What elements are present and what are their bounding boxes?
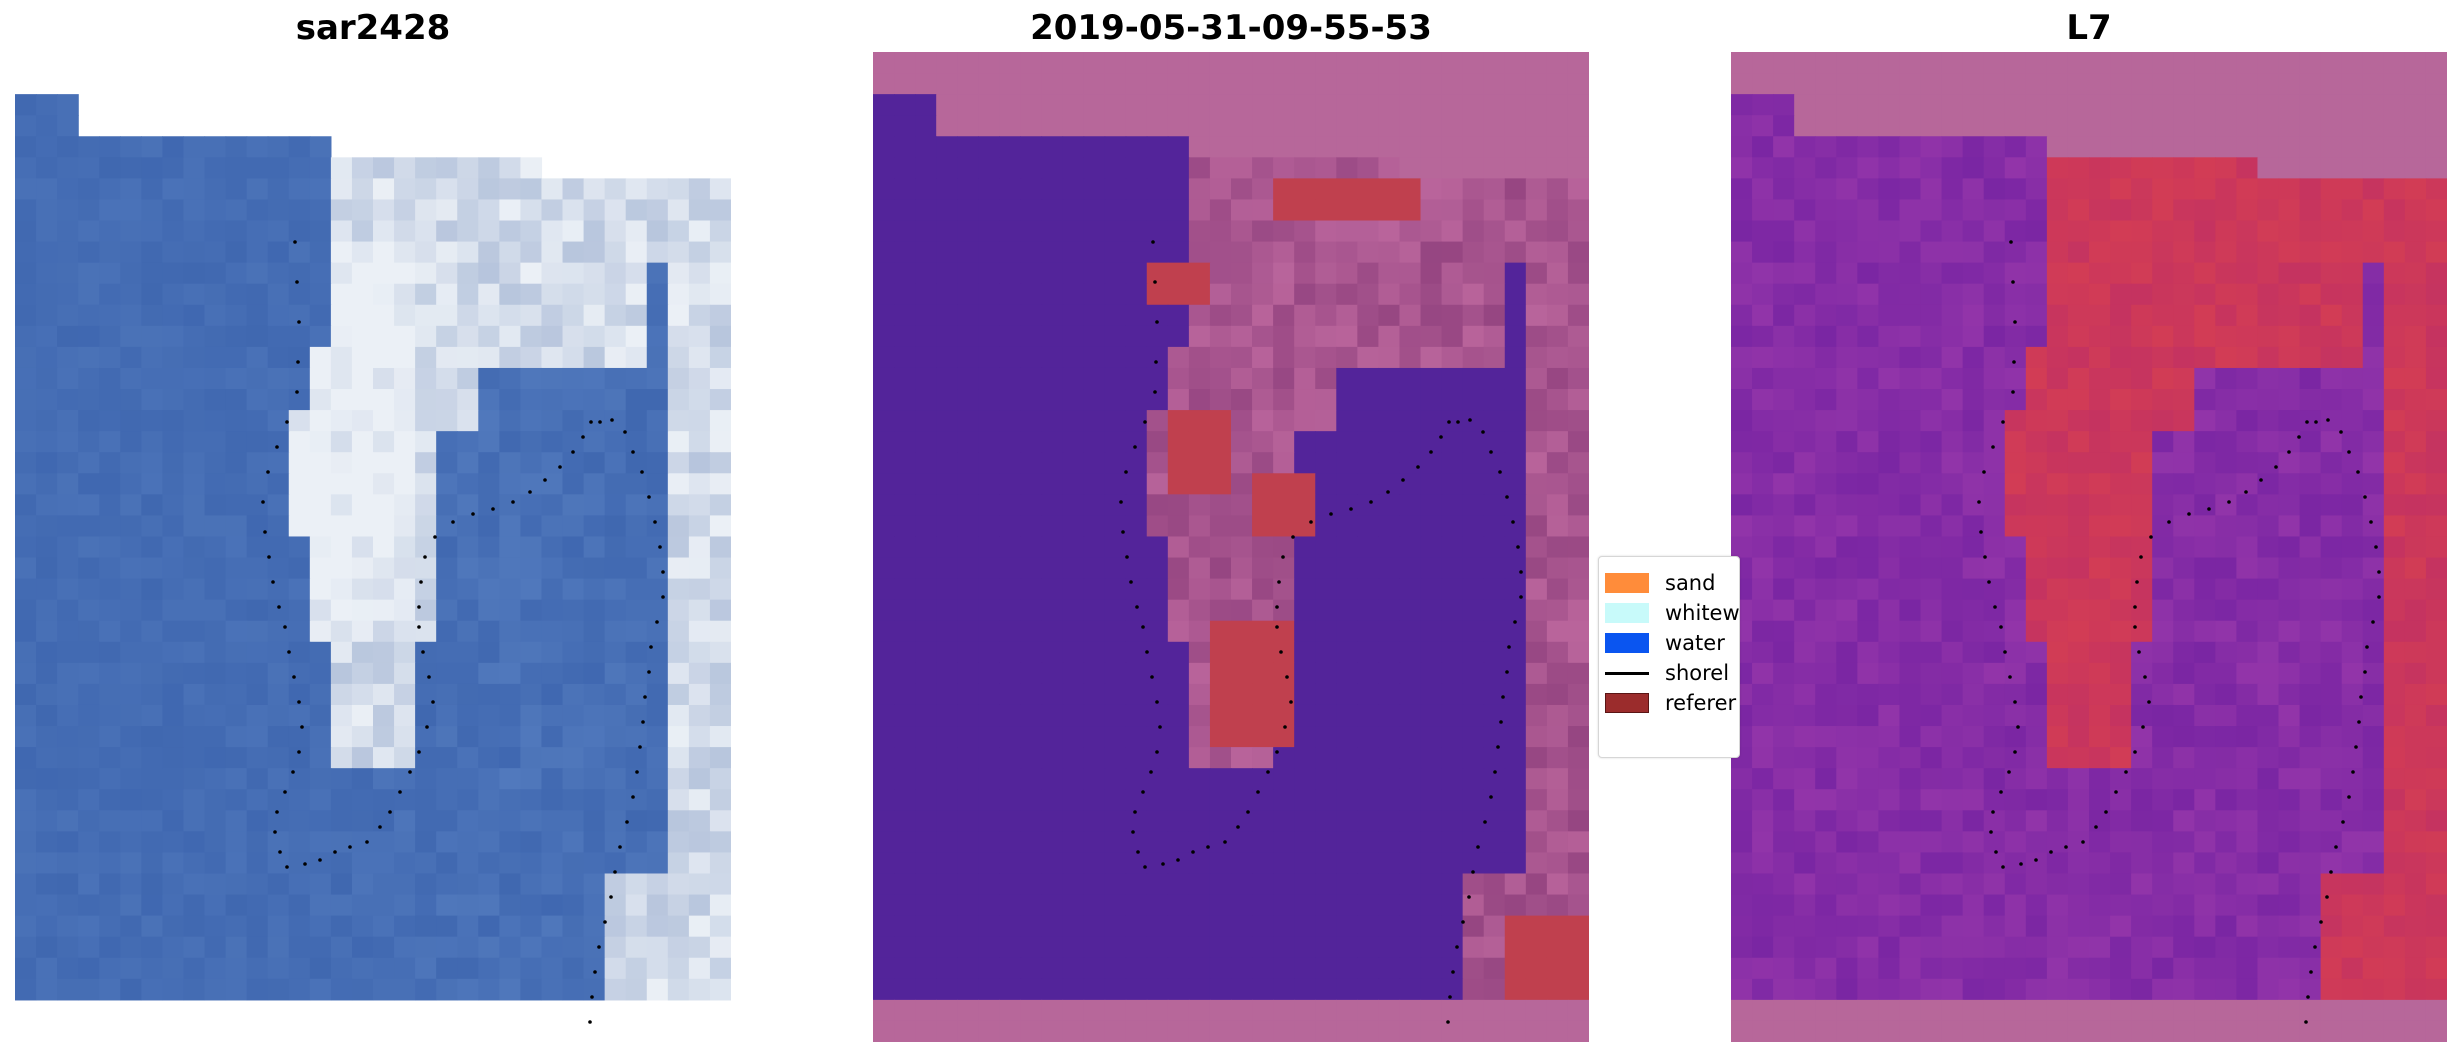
legend-label: shorel <box>1665 661 1730 685</box>
panel-title-index: L7 <box>2066 8 2112 48</box>
shoreline-swatch <box>1605 671 1649 675</box>
legend: sand whitew water shorel referer <box>1598 556 1740 758</box>
classified-image-panel <box>873 52 1589 1042</box>
index-image <box>1731 52 2447 1042</box>
water-swatch <box>1605 633 1649 653</box>
shoreline-points <box>1119 240 1523 1024</box>
legend-item-water: water <box>1605 629 1725 657</box>
panel-title-image: sar2428 <box>295 8 451 48</box>
shoreline-points <box>1977 240 2381 1024</box>
legend-label: whitew <box>1665 601 1740 625</box>
legend-label: sand <box>1665 571 1716 595</box>
legend-label: referer <box>1665 691 1737 715</box>
legend-item-sand: sand <box>1605 569 1715 597</box>
legend-label: water <box>1665 631 1725 655</box>
sand-swatch <box>1605 573 1649 593</box>
shoreline-points <box>261 240 665 1024</box>
index-image-panel <box>1731 52 2447 1042</box>
legend-item-whitewater: whitew <box>1605 599 1740 627</box>
rgb-image <box>15 94 731 1024</box>
legend-item-shoreline: shorel <box>1605 659 1729 687</box>
panel-title-date: 2019-05-31-09-55-53 <box>1030 8 1432 48</box>
rgb-image-panel <box>15 52 731 1042</box>
reference-swatch <box>1605 693 1649 713</box>
whitewater-swatch <box>1605 603 1649 623</box>
classified-image <box>873 52 1589 1042</box>
legend-item-reference: referer <box>1605 689 1736 717</box>
